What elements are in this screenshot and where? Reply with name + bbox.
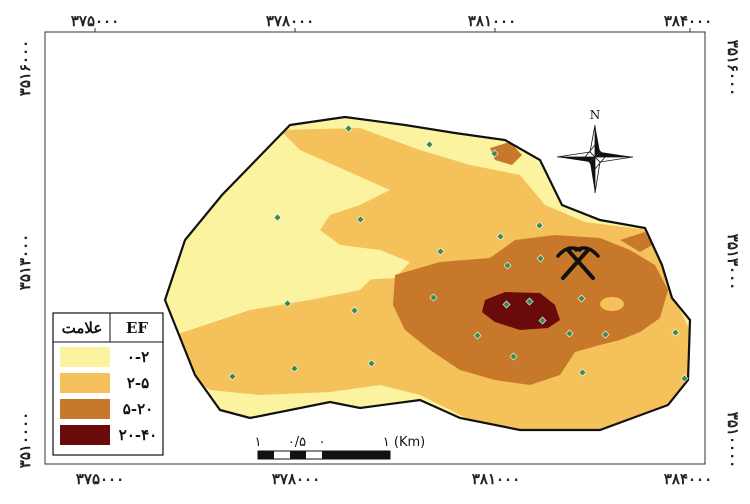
sample-point	[577, 294, 586, 303]
sample-point	[356, 215, 365, 224]
scale-label: ۱ (Km)	[383, 435, 425, 450]
zone-class-5-20-north	[490, 142, 522, 165]
sample-point	[473, 331, 482, 340]
scale-bar: ۱ ۰/۵ ۰ ۱ (Km)	[255, 435, 425, 460]
left-tick-label: ۳۵۱۶۰۰۰	[16, 40, 34, 96]
sample-point	[496, 232, 505, 241]
sample-point	[509, 352, 518, 361]
sample-point	[538, 316, 547, 325]
sample-point	[367, 359, 376, 368]
top-tick-label: ۳۸۱۰۰۰	[468, 12, 516, 30]
sample-point	[436, 247, 445, 256]
legend-label: ۲۰-۴۰	[119, 426, 157, 444]
legend-label: ۰-۲	[127, 348, 149, 366]
bottom-tick-label: ۳۷۵۰۰۰	[76, 470, 124, 488]
bottom-tick-label: ۳۸۱۰۰۰	[472, 470, 520, 488]
top-ticks	[94, 28, 691, 32]
sample-point	[228, 372, 237, 381]
legend-header-ef: EF	[126, 319, 148, 337]
sample-point	[680, 374, 689, 383]
legend: علامت EF ۰-۲ ۲-۵ ۵-۲۰ ۲۰-۴۰	[52, 312, 164, 456]
sample-point	[344, 124, 353, 133]
bottom-tick-label: ۳۷۸۰۰۰	[272, 470, 320, 488]
sample-point	[273, 213, 282, 222]
sample-point	[565, 329, 574, 338]
top-tick-label: ۳۸۴۰۰۰	[664, 12, 712, 30]
sample-point	[578, 368, 587, 377]
right-tick-label: ۳۵۱۰۰۰۰	[724, 412, 742, 468]
zone-class-0-2-inner	[175, 262, 380, 335]
bottom-tick-label: ۳۸۴۰۰۰	[664, 470, 712, 488]
sample-point	[536, 254, 545, 263]
sample-point	[290, 364, 299, 373]
zone-class-5-20-east	[620, 232, 652, 252]
sample-point	[425, 140, 434, 149]
sample-point	[601, 330, 610, 339]
north-label: N	[590, 108, 601, 122]
scale-label: ۰	[319, 435, 326, 450]
legend-label: ۲-۵	[127, 374, 149, 392]
sample-point	[671, 328, 680, 337]
right-tick-label: ۳۵۱۶۰۰۰	[724, 40, 742, 96]
north-arrow-icon	[556, 124, 634, 194]
legend-header-symbol: علامت	[62, 319, 103, 337]
sample-point	[350, 306, 359, 315]
right-tick-label: ۳۵۱۳۰۰۰	[724, 234, 742, 290]
legend-swatch-20-40	[60, 425, 110, 445]
legend-label: ۵-۲۰	[123, 400, 153, 418]
legend-swatch-0-2	[60, 347, 110, 367]
zone-class-2-5-spot	[600, 297, 624, 311]
sample-points	[228, 124, 689, 383]
scale-label: ۰/۵	[288, 435, 306, 450]
sample-point	[490, 149, 499, 158]
top-tick-label: ۳۷۸۰۰۰	[266, 12, 314, 30]
sample-point	[429, 293, 438, 302]
legend-swatch-2-5	[60, 373, 110, 393]
mine-icon	[556, 246, 600, 280]
top-tick-label: ۳۷۵۰۰۰	[71, 12, 119, 30]
study-area-boundary	[163, 115, 692, 432]
sample-point	[535, 221, 544, 230]
left-tick-label: ۳۵۱۳۰۰۰	[16, 234, 34, 290]
sample-point	[525, 297, 534, 306]
legend-swatch-5-20	[60, 399, 110, 419]
sample-point	[283, 299, 292, 308]
sample-point	[502, 300, 511, 309]
scale-label: ۱	[255, 435, 262, 450]
sample-point	[503, 261, 512, 270]
left-tick-label: ۳۵۱۰۰۰۰	[16, 412, 34, 468]
